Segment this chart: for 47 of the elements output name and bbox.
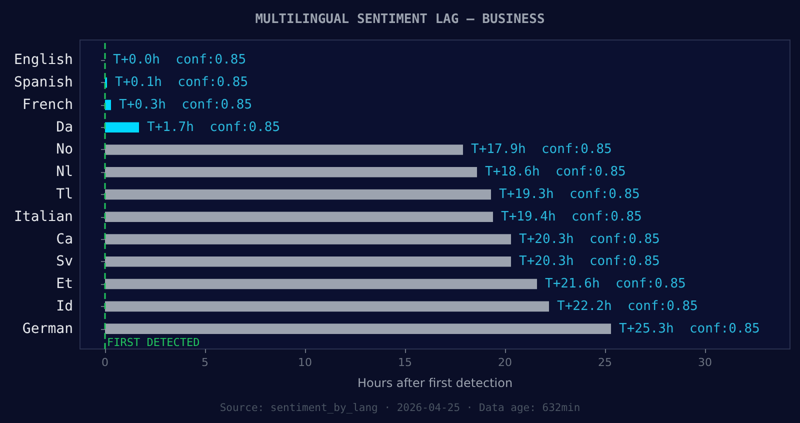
data-label: T+0.1h conf:0.85	[115, 75, 248, 90]
bar	[105, 256, 511, 267]
y-tick-label: French	[22, 96, 73, 113]
x-tick-label: 25	[598, 356, 612, 369]
data-label: T+0.0h conf:0.85	[113, 52, 246, 68]
y-tick-label: English	[14, 52, 73, 68]
source-note: Source: sentiment_by_lang · 2026-04-25 · Data age: 632min	[220, 402, 580, 414]
x-axis-title: Hours after first detection	[357, 376, 513, 390]
data-label: T+19.4h conf:0.85	[501, 209, 642, 224]
y-tick-label: No	[56, 142, 73, 158]
y-tick-label: Id	[56, 298, 73, 314]
bar	[105, 189, 491, 200]
bar	[105, 166, 477, 178]
data-label: T+22.2h conf:0.85	[557, 298, 698, 314]
bar	[105, 278, 537, 290]
x-tick-label: 10	[298, 356, 312, 369]
data-label: T+19.3h conf:0.85	[499, 187, 640, 202]
y-tick-label: Spanish	[14, 74, 73, 91]
y-tick-label: Italian	[14, 208, 73, 225]
data-label: T+25.3h conf:0.85	[619, 321, 760, 336]
y-tick-label: Et	[56, 276, 73, 292]
data-label: T+0.3h conf:0.85	[119, 97, 252, 112]
data-label: T+17.9h conf:0.85	[471, 142, 612, 158]
y-tick-label: Nl	[56, 164, 73, 180]
y-tick-label: Da	[56, 119, 73, 136]
data-label: T+20.3h conf:0.85	[519, 232, 660, 247]
data-label: T+1.7h conf:0.85	[147, 120, 280, 135]
x-tick-label: 15	[398, 356, 412, 369]
x-tick-label: 30	[698, 356, 712, 369]
data-label: T+21.6h conf:0.85	[545, 276, 686, 292]
y-tick-label: Sv	[56, 254, 73, 270]
bar	[105, 122, 139, 132]
bar	[105, 324, 611, 334]
data-label: T+18.6h conf:0.85	[485, 164, 626, 180]
bar	[105, 234, 511, 244]
data-label: T+20.3h conf:0.85	[519, 254, 660, 270]
y-tick-label: Tl	[56, 186, 73, 202]
y-tick-label: Ca	[56, 231, 73, 248]
ref-line-label: FIRST DETECTED	[107, 336, 200, 349]
chart-title: MULTILINGUAL SENTIMENT LAG — BUSINESS	[255, 12, 545, 27]
x-tick-label: 5	[202, 356, 208, 369]
x-tick-label: 0	[102, 356, 108, 369]
bar	[105, 212, 493, 222]
x-tick-label: 20	[498, 356, 512, 369]
bar	[105, 144, 463, 155]
bar	[105, 301, 549, 312]
y-tick-label: German	[22, 320, 73, 337]
